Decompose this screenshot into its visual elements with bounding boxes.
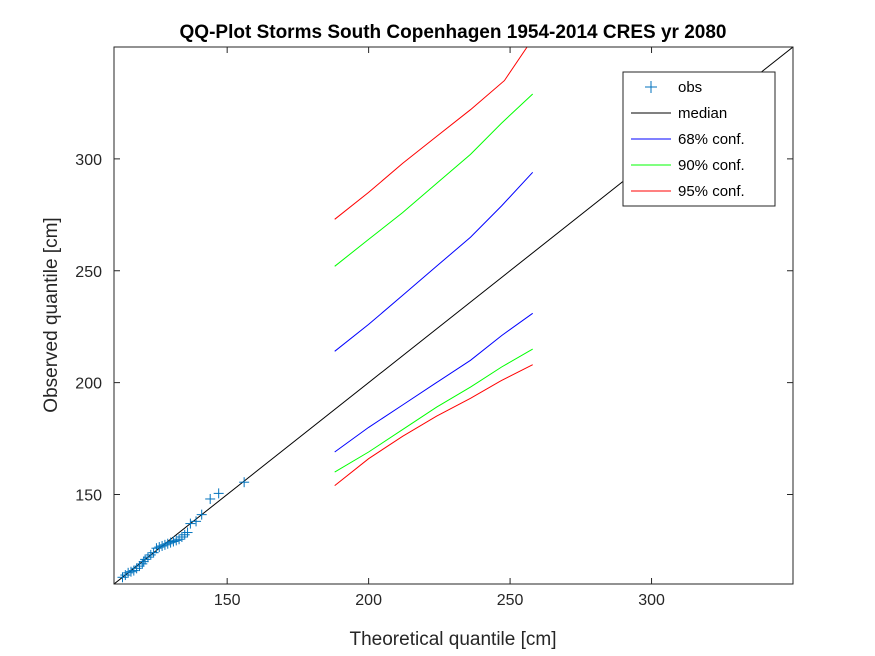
obs-point	[140, 554, 151, 565]
series-90pct-conf-upper	[334, 93, 534, 267]
obs-point	[128, 565, 139, 576]
series-95pct-conf-lower	[334, 364, 533, 486]
obs-point	[151, 543, 162, 554]
obs-point	[159, 539, 170, 550]
obs-point	[123, 567, 134, 578]
obs-point	[142, 552, 153, 563]
obs-point	[134, 561, 145, 572]
x-tick-label: 150	[214, 592, 241, 609]
obs-point	[138, 556, 149, 567]
obs-point	[191, 516, 202, 527]
y-axis-label: Observed quantile [cm]	[41, 217, 62, 412]
x-tick-label: 250	[497, 592, 524, 609]
obs-point	[120, 570, 131, 581]
y-tick-label: 300	[75, 152, 102, 169]
legend-entry-median: median	[631, 105, 727, 122]
obs-point	[125, 566, 136, 577]
x-axis-label: Theoretical quantile [cm]	[350, 629, 557, 650]
obs-point	[154, 542, 165, 553]
legend-entry-obs: obs	[645, 79, 702, 96]
obs-point	[137, 558, 148, 569]
obs-point	[182, 527, 193, 538]
obs-point	[168, 536, 179, 547]
obs-point	[162, 538, 173, 549]
series-68pct-conf-upper	[334, 171, 534, 352]
obs-point	[179, 529, 190, 540]
chart-title: QQ-Plot Storms South Copenhagen 1954-201…	[180, 22, 727, 43]
obs-point	[174, 534, 185, 545]
obs-point	[148, 547, 159, 558]
legend-label: median	[678, 105, 727, 122]
x-tick-label: 200	[355, 592, 382, 609]
obs-point	[165, 537, 176, 548]
series-95pct-conf-upper	[334, 47, 528, 220]
obs-point	[117, 572, 128, 583]
legend-entry-68pct-conf: 68% conf.	[631, 131, 745, 148]
obs-point	[131, 563, 142, 574]
obs-point	[185, 518, 196, 529]
series-90pct-conf-lower	[334, 348, 533, 473]
obs-point	[171, 535, 182, 546]
obs-point	[213, 488, 224, 499]
legend: obs median 68% conf. 90% conf. 95% conf.	[622, 71, 776, 207]
legend-label: 95% conf.	[678, 183, 745, 200]
obs-point	[196, 509, 207, 520]
legend-label: 90% conf.	[678, 157, 745, 174]
axes-box	[113, 46, 794, 585]
y-tick-label: 150	[75, 488, 102, 505]
legend-entry-95pct-conf: 95% conf.	[631, 183, 745, 200]
obs-point	[145, 549, 156, 560]
obs-point	[157, 540, 168, 551]
legend-label: 68% conf.	[678, 131, 745, 148]
series-68pct-conf-lower	[334, 312, 533, 453]
y-tick-label: 200	[75, 376, 102, 393]
y-tick-label: 250	[75, 264, 102, 281]
obs-point	[205, 493, 216, 504]
legend-entry-90pct-conf: 90% conf.	[631, 157, 745, 174]
obs-point	[176, 532, 187, 543]
legend-label: obs	[678, 79, 702, 96]
x-tick-label: 300	[638, 592, 665, 609]
obs-point	[239, 477, 250, 488]
